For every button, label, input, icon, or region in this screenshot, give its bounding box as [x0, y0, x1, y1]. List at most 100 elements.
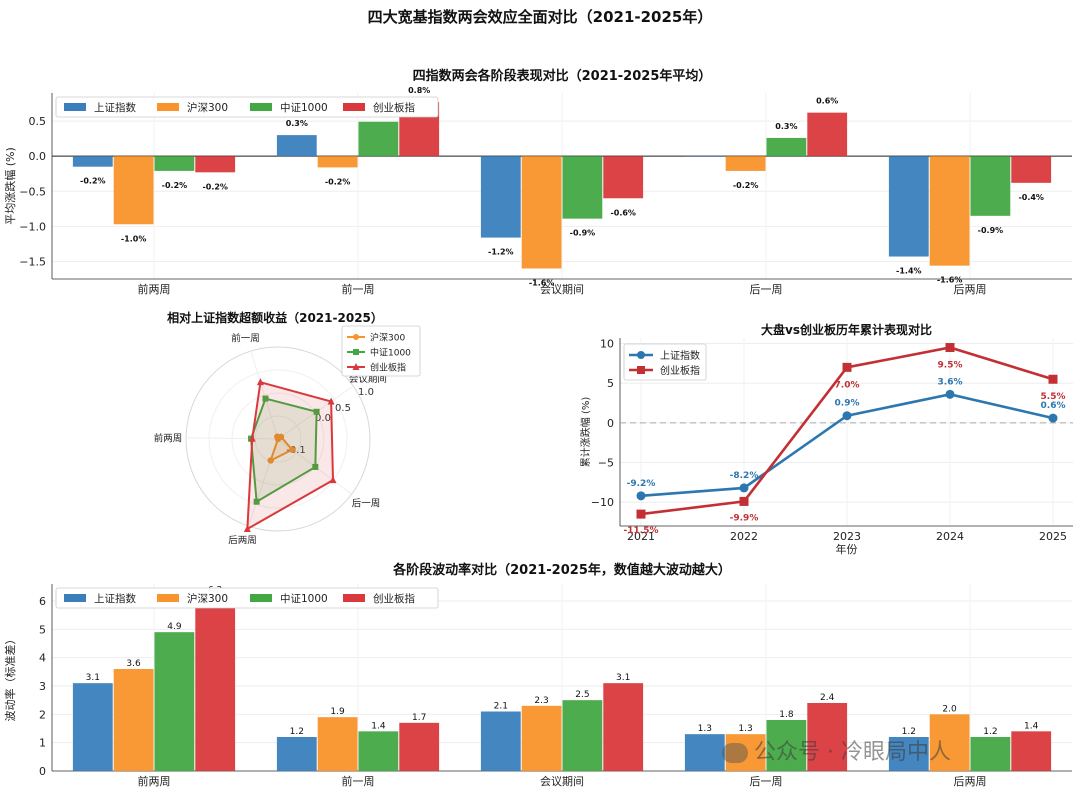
y-axis-label: 累计涨跌幅 (%) [579, 397, 592, 468]
line-point [945, 389, 955, 399]
point-value-label: 3.6% [938, 377, 963, 387]
radar-point [327, 397, 335, 405]
legend-label: 上证指数 [94, 592, 136, 605]
bar-value-label: -0.2% [325, 177, 351, 186]
bar [480, 711, 521, 771]
bar [521, 705, 562, 771]
x-tick-label: 前两周 [138, 774, 171, 788]
legend-label: 上证指数 [660, 349, 700, 362]
bar-value-label: 1.4 [1024, 721, 1039, 731]
radar-point [274, 435, 282, 443]
bar [154, 156, 195, 171]
x-axis-label: 年份 [836, 542, 858, 556]
line-point [739, 483, 749, 493]
legend-marker [637, 351, 645, 359]
bar-value-label: 1.2 [290, 727, 304, 737]
bar [725, 156, 766, 171]
x-tick-label: 2023 [833, 530, 861, 543]
bar-value-label: 1.3 [738, 724, 752, 734]
radar-tick-label: 0.5 [335, 403, 351, 414]
legend-label: 创业板指 [370, 362, 406, 374]
line-point [739, 496, 749, 506]
y-tick-label: 1 [39, 737, 46, 750]
point-value-label: -8.2% [730, 471, 759, 481]
line-point [945, 343, 955, 353]
y-tick-label: 10 [600, 338, 614, 351]
y-tick-label: 2 [39, 708, 46, 721]
y-tick-label: 5 [607, 377, 614, 390]
legend: 上证指数 沪深300 中证1000 创业板指 [55, 96, 439, 118]
radar-point [267, 457, 274, 464]
radar-axis-label: 后两周 [228, 535, 257, 544]
legend-label: 创业板指 [373, 101, 415, 114]
legend-label: 中证1000 [370, 347, 411, 359]
bar [970, 156, 1011, 216]
legend-swatch [157, 103, 179, 111]
wechat-icon [722, 743, 748, 763]
bar [1011, 731, 1052, 771]
bar-value-label: -0.2% [733, 181, 759, 190]
legend-label: 创业板指 [660, 364, 700, 377]
radar-point [313, 408, 320, 415]
bar-value-label: 3.1 [86, 673, 100, 683]
watermark: 公众号 · 冷眼局中人 [722, 734, 951, 766]
bar-value-label: -0.2% [80, 177, 106, 186]
legend: 沪深300 中证1000 创业板指 [341, 325, 421, 377]
bar-value-label: 4.9 [167, 622, 182, 632]
y-tick-label: −1.5 [19, 255, 46, 268]
radar-outer-ring [185, 346, 371, 532]
legend: 上证指数 沪深300 中证1000 创业板指 [55, 587, 439, 609]
bar-value-label: 0.8% [408, 86, 430, 95]
bar-value-label: 1.3 [698, 724, 712, 734]
legend-label: 沪深300 [187, 101, 228, 114]
y-tick-label: 0.0 [29, 150, 47, 163]
legend-marker [353, 334, 359, 340]
bar [521, 156, 562, 269]
legend-swatch [157, 594, 179, 602]
radar-point [312, 463, 319, 470]
line-point [636, 509, 646, 519]
bar-value-label: 1.8 [779, 710, 794, 720]
radar-point [253, 498, 260, 505]
radar-ring [208, 369, 348, 509]
legend-label: 中证1000 [280, 101, 328, 114]
bar-value-label: 1.4 [371, 721, 386, 731]
bar-value-label: 2.0 [942, 704, 957, 714]
point-value-label: -9.9% [730, 513, 759, 523]
x-tick-label: 前两周 [138, 282, 171, 296]
figure-title: 四大宽基指数两会效应全面对比（2021-2025年） [367, 8, 713, 26]
bar-value-label: 0.3% [775, 122, 797, 131]
bar [684, 734, 725, 771]
bar-value-label: 1.2 [983, 727, 997, 737]
bar [399, 722, 440, 771]
chart-title: 相对上证指数超额收益（2021-2025） [167, 310, 383, 325]
bar [358, 121, 399, 157]
legend-frame [341, 325, 421, 377]
watermark-text: 公众号 · 冷眼局中人 [754, 740, 951, 765]
chart-title: 大盘vs创业板历年累计表现对比 [761, 322, 932, 337]
bar-value-label: 2.5 [575, 690, 589, 700]
radar-point [262, 395, 269, 402]
bar [888, 156, 929, 257]
legend-swatch [250, 594, 272, 602]
legend-marker [352, 363, 360, 370]
bar [766, 137, 807, 157]
point-value-label: 7.0% [835, 380, 860, 390]
bar-value-label: 1.7 [412, 713, 426, 723]
bar-value-label: -0.4% [1018, 193, 1044, 202]
x-tick-label: 2025 [1039, 530, 1067, 543]
bar-value-label: -0.6% [610, 208, 636, 217]
bar [929, 156, 970, 266]
y-tick-label: −5 [598, 457, 614, 470]
bar-value-label: -0.9% [570, 229, 596, 238]
line-point [1048, 374, 1058, 384]
bar-value-label: 0.3% [286, 119, 308, 128]
bar-value-label: 3.6 [126, 659, 141, 669]
bar-value-label: 2.3 [534, 696, 548, 706]
y-tick-label: 0 [39, 765, 46, 778]
bar-value-label: -0.2% [202, 182, 228, 191]
legend-frame [55, 96, 439, 118]
point-value-label: 9.5% [938, 361, 963, 371]
legend-swatch [64, 594, 86, 602]
